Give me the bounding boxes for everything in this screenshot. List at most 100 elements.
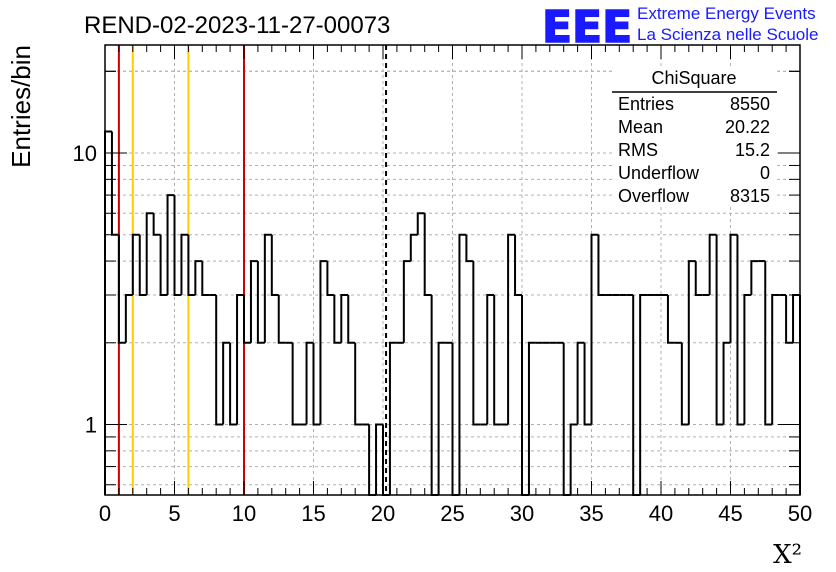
histogram-bin	[159, 234, 168, 296]
histogram-bin	[458, 233, 467, 495]
histogram-bin	[632, 294, 641, 496]
histogram-bin	[201, 261, 210, 296]
histogram-bin	[514, 234, 522, 296]
stats-row-label: RMS	[618, 140, 658, 160]
histogram-bin	[249, 260, 258, 343]
histogram-bin	[229, 342, 238, 426]
stats-row-value: 20.22	[725, 117, 770, 137]
histogram-bin	[666, 294, 675, 344]
histogram-bin	[194, 260, 203, 295]
histogram-bin	[430, 294, 439, 496]
histogram-bin	[124, 293, 133, 343]
x-axis-tick-label: 5	[168, 501, 180, 526]
stats-row-value: 15.2	[735, 140, 770, 160]
histogram-bin	[486, 293, 495, 425]
reference-lines	[117, 45, 388, 495]
histogram-bin	[687, 260, 696, 425]
logo-line2: La Scienza nelle Scuole	[637, 25, 818, 44]
histogram-bin	[750, 260, 759, 295]
eee-logo: EEE Extreme Energy Events La Scienza nel…	[541, 1, 818, 54]
histogram-bin	[180, 233, 189, 295]
histogram-bin	[472, 261, 481, 426]
histogram-bin	[639, 293, 648, 495]
histogram-bin	[493, 294, 502, 426]
stats-row-value: 8315	[730, 186, 770, 206]
histogram-bin	[416, 212, 425, 235]
histogram-bin	[388, 341, 397, 495]
histogram-bin	[187, 234, 196, 296]
histogram-bin	[527, 341, 536, 495]
histogram-bin	[236, 293, 244, 425]
axis-ticks: 0 5 10 15 20 25 30 35 40 45 50 1 10	[73, 45, 812, 526]
histogram-bin	[597, 234, 606, 296]
histogram-bin	[465, 234, 474, 263]
histogram-bin	[764, 261, 773, 426]
stats-row-value: 8550	[730, 94, 770, 114]
histogram-bin	[451, 342, 460, 496]
x-axis-tick-label: 40	[649, 501, 673, 526]
histogram-bin	[312, 342, 321, 426]
histogram-bin	[743, 293, 752, 425]
histogram-bin	[354, 342, 363, 426]
stats-row-value: 0	[760, 163, 770, 183]
histogram-bin	[590, 233, 599, 425]
histogram-bin	[326, 261, 335, 296]
histogram-bin	[722, 341, 731, 425]
histogram-bin	[507, 233, 516, 425]
histogram-bin	[583, 342, 592, 426]
x-axis-tick-label: 15	[301, 501, 325, 526]
histogram-bin	[423, 213, 432, 296]
histogram-bin	[138, 234, 147, 296]
histogram-bin	[256, 261, 265, 344]
x-axis-tick-label: 30	[510, 501, 534, 526]
x-axis-label: X²	[773, 540, 802, 570]
histogram-bin	[319, 260, 328, 425]
histogram-bin	[708, 233, 717, 295]
histogram-bin	[270, 234, 279, 296]
histogram-bin	[104, 130, 112, 495]
x-axis-tick-label: 10	[232, 501, 256, 526]
stats-row-label: Mean	[618, 117, 663, 137]
histogram-bin	[152, 213, 161, 236]
histogram-bin	[576, 341, 585, 425]
histogram-bin	[145, 212, 154, 295]
stats-row-label: Underflow	[618, 163, 700, 183]
stats-row-label: Overflow	[618, 186, 690, 206]
y-axis-label: Entries/bin	[6, 45, 36, 168]
histogram-bin	[222, 341, 231, 425]
histogram-bin	[131, 233, 140, 295]
x-axis-tick-label: 20	[371, 501, 395, 526]
histogram-bin	[173, 195, 182, 296]
histogram-bin	[792, 293, 800, 343]
logo-line1: Extreme Energy Events	[637, 4, 816, 23]
histogram-bin	[680, 342, 689, 426]
histogram-bin	[117, 234, 126, 344]
histogram-bin	[402, 260, 411, 343]
histogram-bin	[347, 294, 356, 344]
histogram-bin	[166, 194, 175, 295]
histogram-bin	[562, 342, 571, 496]
histogram-bin	[291, 342, 300, 426]
stats-box: ChiSquare Entries 8550 Mean 20.22 RMS 15…	[612, 68, 777, 206]
histogram-bin	[277, 294, 286, 344]
stats-row-label: Entries	[618, 94, 674, 114]
histogram-bin	[437, 341, 446, 495]
histogram-bin	[521, 294, 529, 496]
histogram-bin	[729, 233, 738, 343]
histogram-bin	[785, 294, 794, 344]
chart-title: REND-02-2023-11-27-00073	[84, 12, 390, 39]
histogram-bin	[694, 261, 703, 296]
stats-title: ChiSquare	[651, 68, 736, 88]
histogram-bin	[305, 341, 314, 425]
histogram-bin	[736, 234, 745, 426]
x-axis-tick-label: 35	[579, 501, 603, 526]
histogram-bin	[715, 234, 724, 426]
histogram-bin	[243, 294, 251, 344]
histogram-bin	[110, 131, 119, 236]
x-axis-tick-label: 0	[99, 501, 111, 526]
histogram-bin	[333, 294, 342, 344]
histogram-bin	[375, 423, 383, 495]
x-axis-tick-label: 45	[718, 501, 742, 526]
histogram-bin	[340, 293, 349, 343]
